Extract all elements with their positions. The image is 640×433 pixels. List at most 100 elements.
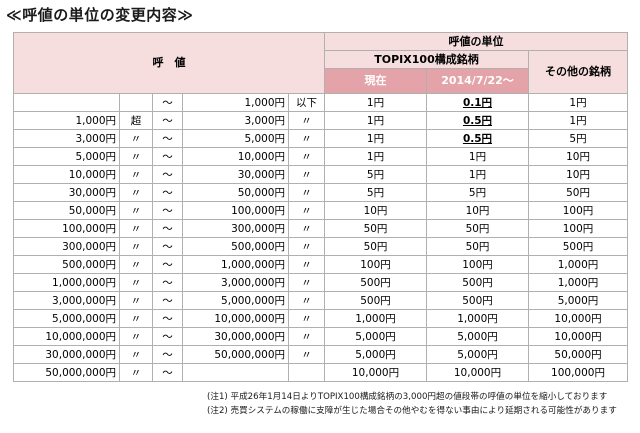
- tick-current: 1円: [324, 93, 427, 112]
- range-suffix: 〃: [288, 237, 325, 256]
- tick-new: 5,000円: [426, 327, 529, 346]
- others-header: その他の銘柄: [527, 50, 629, 94]
- tick-other: 50,000円: [527, 345, 629, 364]
- price-high: 3,000,000円: [182, 273, 289, 292]
- tick-current: 5円: [324, 183, 427, 202]
- tick-current: 5,000円: [324, 345, 427, 364]
- price-low: 500,000円: [13, 255, 120, 274]
- tick-new: 500円: [426, 291, 529, 310]
- price-low: 10,000円: [13, 165, 120, 184]
- tick-other: 1,000円: [527, 255, 629, 274]
- price-high: [182, 363, 289, 382]
- tick-new: 500円: [426, 273, 529, 292]
- range-suffix: 〃: [288, 255, 325, 274]
- topix100-header: TOPIX100構成銘柄: [324, 50, 529, 69]
- price-high: 10,000円: [182, 147, 289, 166]
- range-op: 〃: [119, 219, 153, 238]
- range-tilde: ～: [152, 147, 183, 166]
- tick-new: 0.1円: [426, 93, 529, 112]
- range-suffix: 〃: [288, 111, 325, 130]
- tick-new: 0.5円: [426, 129, 529, 148]
- table-row: 3,000,000円〃～ 5,000,000円〃 500円 500円 5,000円: [13, 291, 629, 310]
- price-high: 100,000円: [182, 201, 289, 220]
- tick-new: 50円: [426, 219, 529, 238]
- tick-other: 5円: [527, 129, 629, 148]
- table-row: 1,000,000円〃～ 3,000,000円〃 500円 500円 1,000円: [13, 273, 629, 292]
- range-suffix: 〃: [288, 201, 325, 220]
- price-high: 30,000円: [182, 165, 289, 184]
- range-tilde: ～: [152, 273, 183, 292]
- table-row: 50,000円〃～ 100,000円〃 10円 10円 100円: [13, 201, 629, 220]
- tick-current: 1円: [324, 111, 427, 130]
- price-low: 30,000円: [13, 183, 120, 202]
- tick-other: 5,000円: [527, 291, 629, 310]
- table-row: 1,000円超～ 3,000円〃 1円 0.5円 1円: [13, 111, 629, 130]
- tick-other: 500円: [527, 237, 629, 256]
- price-high: 300,000円: [182, 219, 289, 238]
- price-low: 1,000,000円: [13, 273, 120, 292]
- range-op: 〃: [119, 183, 153, 202]
- range-op: 〃: [119, 345, 153, 364]
- page-title: ≪呼値の単位の変更内容≫: [6, 6, 194, 24]
- tick-new: 10,000円: [426, 363, 529, 382]
- price-high: 30,000,000円: [182, 327, 289, 346]
- range-tilde: ～: [152, 129, 183, 148]
- tick-current: 10円: [324, 201, 427, 220]
- range-op: 超: [119, 111, 153, 130]
- tick-other: 100,000円: [527, 363, 629, 382]
- tick-new: 5円: [426, 183, 529, 202]
- price-header: 呼 値: [13, 32, 325, 94]
- price-low: 100,000円: [13, 219, 120, 238]
- price-low: 50,000,000円: [13, 363, 120, 382]
- range-op: 〃: [119, 363, 153, 382]
- range-suffix: 〃: [288, 309, 325, 328]
- table-row: 3,000円〃～ 5,000円〃 1円 0.5円 5円: [13, 129, 629, 148]
- table-row: 5,000円〃～ 10,000円〃 1円 1円 10円: [13, 147, 629, 166]
- price-high: 5,000,000円: [182, 291, 289, 310]
- range-op: 〃: [119, 165, 153, 184]
- table-row: ～ 1,000円 以下 1円 0.1円 1円: [13, 93, 629, 112]
- price-high: 1,000円: [182, 93, 289, 112]
- range-op: 〃: [119, 255, 153, 274]
- price-high: 1,000,000円: [182, 255, 289, 274]
- range-tilde: ～: [152, 201, 183, 220]
- range-op: 〃: [119, 327, 153, 346]
- range-tilde: ～: [152, 291, 183, 310]
- range-suffix: 〃: [288, 183, 325, 202]
- range-tilde: ～: [152, 327, 183, 346]
- tick-current: 50円: [324, 237, 427, 256]
- tick-new: 1円: [426, 147, 529, 166]
- tick-current: 500円: [324, 291, 427, 310]
- tick-new: 0.5円: [426, 111, 529, 130]
- range-tilde: ～: [152, 345, 183, 364]
- range-tilde: ～: [152, 93, 183, 112]
- table-row: 30,000,000円〃～ 50,000,000円〃 5,000円 5,000円 50,…: [13, 345, 629, 364]
- price-low: 300,000円: [13, 237, 120, 256]
- tick-current: 1円: [324, 129, 427, 148]
- price-high: 10,000,000円: [182, 309, 289, 328]
- range-tilde: ～: [152, 309, 183, 328]
- range-op: [119, 93, 153, 112]
- table-row: 300,000円〃～ 500,000円〃 50円 50円 500円: [13, 237, 629, 256]
- range-suffix: 〃: [288, 147, 325, 166]
- price-high: 50,000円: [182, 183, 289, 202]
- tick-other: 100円: [527, 219, 629, 238]
- range-suffix: 〃: [288, 327, 325, 346]
- tick-other: 10,000円: [527, 309, 629, 328]
- range-op: 〃: [119, 129, 153, 148]
- tick-other: 50円: [527, 183, 629, 202]
- price-high: 3,000円: [182, 111, 289, 130]
- range-op: 〃: [119, 201, 153, 220]
- range-tilde: ～: [152, 255, 183, 274]
- range-suffix: 以下: [288, 93, 325, 112]
- price-low: 10,000,000円: [13, 327, 120, 346]
- table-row: 30,000円〃～ 50,000円〃 5円 5円 50円: [13, 183, 629, 202]
- price-low: [13, 93, 120, 112]
- range-op: 〃: [119, 291, 153, 310]
- range-op: 〃: [119, 147, 153, 166]
- range-tilde: ～: [152, 237, 183, 256]
- range-tilde: ～: [152, 219, 183, 238]
- tick-current: 5円: [324, 165, 427, 184]
- range-tilde: ～: [152, 165, 183, 184]
- range-tilde: ～: [152, 183, 183, 202]
